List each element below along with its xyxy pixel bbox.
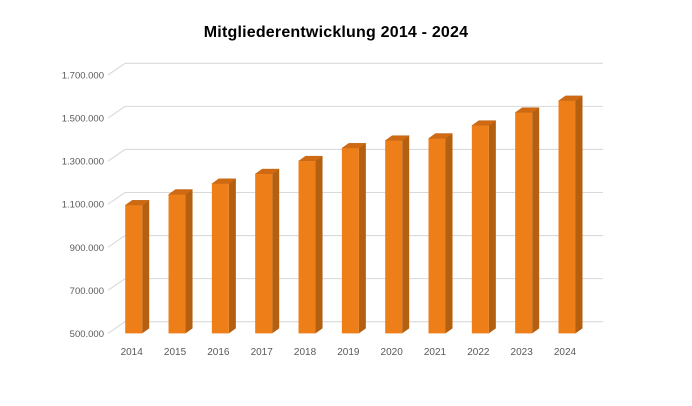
bar-side-2014 — [142, 200, 150, 334]
x-tick-label-2024: 2024 — [554, 347, 577, 358]
bar-2014 — [125, 205, 143, 334]
bar-side-2019 — [358, 143, 366, 334]
bar-side-2023 — [532, 107, 540, 334]
bar-2018 — [298, 161, 316, 334]
gridline-1.700.000 — [107, 62, 603, 76]
x-tick-label-2022: 2022 — [467, 347, 490, 358]
x-tick-label-2015: 2015 — [164, 347, 187, 358]
x-tick-label-2014: 2014 — [121, 347, 144, 358]
bar-2022 — [471, 125, 489, 334]
bar-side-2020 — [402, 135, 410, 334]
bar-side-2024 — [575, 95, 583, 334]
bar-2020 — [385, 140, 403, 334]
bar-2017 — [255, 174, 273, 334]
bar-2015 — [168, 194, 186, 334]
bar-side-2021 — [445, 133, 453, 334]
x-tick-label-2019: 2019 — [337, 347, 360, 358]
y-tick-label: 500.000 — [70, 329, 104, 340]
bar-2021 — [428, 138, 446, 334]
bar-2024 — [558, 100, 576, 334]
gridline-1.500.000 — [107, 105, 603, 119]
x-tick-label-2018: 2018 — [294, 347, 317, 358]
x-tick-label-2021: 2021 — [424, 347, 447, 358]
x-tick-label-2016: 2016 — [207, 347, 230, 358]
x-tick-label-2023: 2023 — [511, 347, 534, 358]
bar-2023 — [515, 112, 533, 334]
y-tick-label: 1.500.000 — [62, 114, 104, 125]
bar-side-2015 — [185, 189, 193, 334]
x-tick-label-2017: 2017 — [251, 347, 274, 358]
y-tick-label: 1.100.000 — [62, 200, 104, 211]
y-tick-label: 1.700.000 — [62, 71, 104, 82]
bar-side-2016 — [228, 178, 236, 334]
y-tick-label: 1.300.000 — [62, 157, 104, 168]
y-tick-label: 700.000 — [70, 286, 104, 297]
chart-title: Mitgliederentwicklung 2014 - 2024 — [203, 24, 469, 41]
bar-side-2018 — [315, 156, 323, 334]
bar-side-2022 — [488, 120, 496, 334]
bar-2019 — [341, 148, 359, 334]
y-tick-label: 900.000 — [70, 243, 104, 254]
bar-2016 — [211, 183, 229, 334]
bar-side-2017 — [272, 169, 280, 334]
x-tick-label-2020: 2020 — [381, 347, 404, 358]
